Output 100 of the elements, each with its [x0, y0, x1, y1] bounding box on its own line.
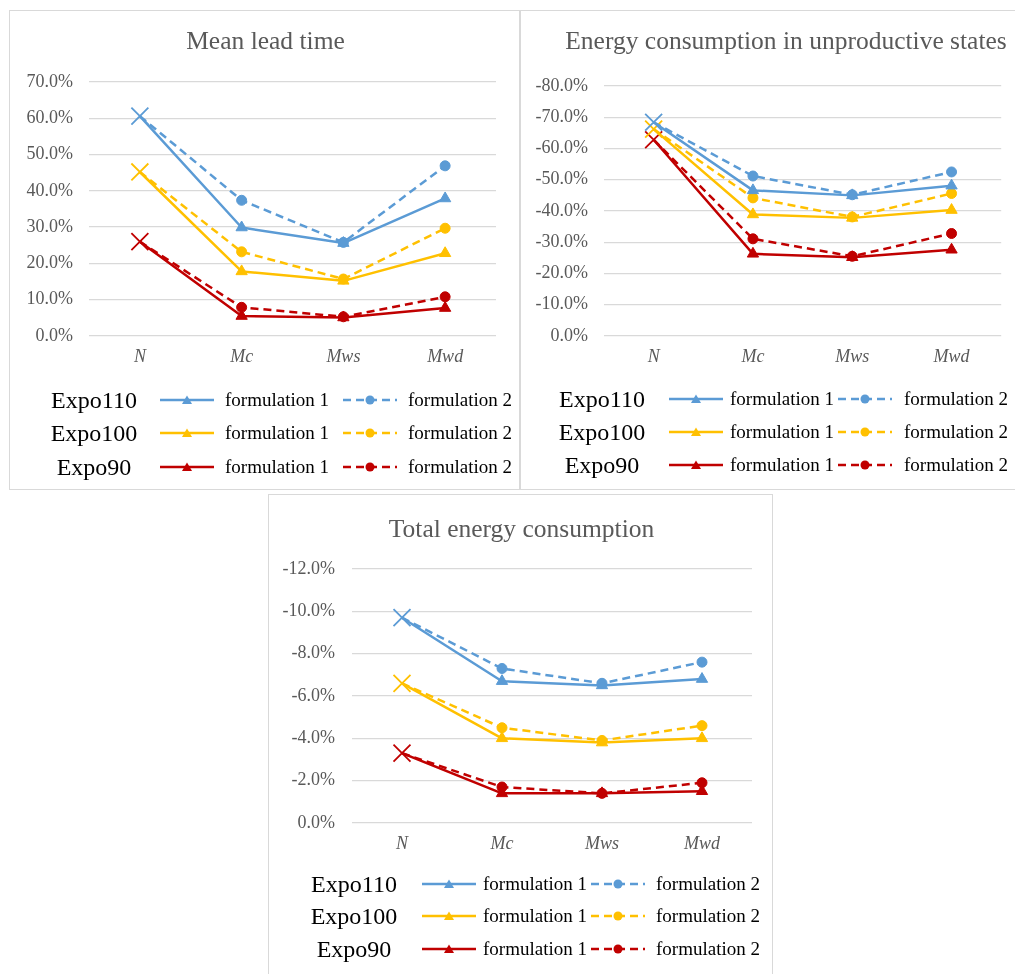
- x-tick-label: Mws: [834, 345, 870, 366]
- y-tick-label: -60.0%: [535, 137, 588, 158]
- text: Expo100: [50, 419, 138, 447]
- text: Expo90: [564, 451, 640, 479]
- y-tick-label: 0.0%: [550, 324, 588, 345]
- point: [946, 188, 958, 199]
- point: [392, 673, 412, 693]
- text: Expo100: [310, 902, 398, 930]
- legend-label: formulation 1: [225, 389, 329, 411]
- point: [747, 233, 759, 245]
- x-tick-label: Mwd: [683, 832, 721, 853]
- y-tick-label: -50.0%: [535, 168, 588, 189]
- y-tick-label: 50.0%: [26, 143, 73, 164]
- y-tick-label: -40.0%: [535, 199, 588, 220]
- text: Expo110: [51, 386, 137, 414]
- y-tick-label: 20.0%: [26, 252, 73, 273]
- legend-label: formulation 2: [408, 456, 512, 478]
- legend-label: formulation 1: [730, 421, 834, 443]
- x-tick-label: Mc: [229, 345, 254, 366]
- y-tick-label: -8.0%: [291, 642, 335, 663]
- point: [946, 166, 958, 178]
- legend-label: formulation 2: [904, 388, 1008, 410]
- y-tick-label: -30.0%: [535, 230, 588, 251]
- y-tick-label: -4.0%: [291, 727, 335, 748]
- point: [644, 130, 664, 150]
- chart-title: Energy consumption in unproductive states: [565, 26, 1007, 56]
- legend-label: formulation 1: [225, 456, 329, 478]
- legend-label: formulation 1: [483, 873, 587, 895]
- y-tick-label: -2.0%: [291, 769, 335, 790]
- y-tick-label: 70.0%: [26, 70, 73, 91]
- point: [439, 291, 451, 303]
- point: [695, 731, 709, 743]
- x-tick-label: Mwd: [426, 345, 465, 366]
- x-tick-label: N: [132, 345, 147, 366]
- point: [746, 207, 760, 219]
- point: [695, 672, 709, 683]
- point: [945, 242, 958, 254]
- legend-label: formulation 1: [483, 938, 587, 960]
- point: [236, 246, 248, 258]
- x-tick-label: N: [646, 345, 661, 366]
- point: [644, 112, 664, 132]
- point: [392, 608, 412, 628]
- legend-label: formulation 1: [730, 388, 834, 410]
- y-tick-label: -6.0%: [291, 684, 335, 705]
- point: [496, 662, 508, 674]
- point: [946, 228, 958, 239]
- y-tick-label: 40.0%: [26, 179, 73, 200]
- text: Expo110: [559, 385, 645, 413]
- point: [236, 194, 248, 206]
- y-tick-label: 0.0%: [297, 811, 335, 832]
- point: [747, 192, 759, 204]
- y-tick-label: -12.0%: [282, 557, 335, 578]
- point: [746, 183, 760, 195]
- y-tick-label: -20.0%: [535, 262, 588, 283]
- point: [439, 222, 451, 234]
- y-tick-label: 10.0%: [26, 288, 73, 309]
- legend-label: formulation 2: [904, 421, 1008, 443]
- x-tick-label: Mc: [740, 345, 765, 366]
- legend-label: formulation 2: [408, 389, 512, 411]
- x-tick-label: Mws: [583, 832, 620, 853]
- y-tick-label: 0.0%: [35, 324, 73, 345]
- point: [439, 301, 452, 312]
- point: [392, 743, 412, 763]
- y-tick-label: 60.0%: [26, 107, 73, 128]
- point: [439, 160, 451, 172]
- point: [130, 232, 150, 252]
- legend-label: formulation 2: [656, 938, 760, 960]
- legend-label: formulation 1: [730, 454, 834, 476]
- point: [130, 106, 150, 126]
- legend-label: formulation 2: [656, 873, 760, 895]
- legend-label: formulation 1: [225, 422, 329, 444]
- point: [746, 246, 760, 258]
- text: Expo100: [558, 418, 646, 446]
- legend-label: formulation 2: [656, 905, 760, 927]
- y-tick-label: 30.0%: [26, 215, 73, 236]
- legend-label: formulation 2: [904, 454, 1008, 476]
- chart-title: Mean lead time: [186, 26, 345, 56]
- x-tick-label: N: [394, 832, 409, 853]
- point: [235, 264, 248, 276]
- point: [644, 119, 664, 139]
- point: [945, 178, 958, 190]
- text: Expo110: [311, 870, 397, 898]
- chart-title: Total energy consumption: [388, 514, 655, 544]
- y-tick-label: -10.0%: [535, 293, 588, 314]
- x-tick-label: Mws: [325, 345, 361, 366]
- legend-label: formulation 2: [408, 422, 512, 444]
- point: [496, 722, 508, 734]
- y-tick-label: -10.0%: [282, 600, 335, 621]
- point: [495, 674, 509, 685]
- point: [130, 162, 150, 182]
- y-tick-label: -80.0%: [535, 74, 588, 95]
- legend-label: formulation 1: [483, 905, 587, 927]
- point: [495, 731, 509, 743]
- text: Expo90: [316, 935, 392, 963]
- x-tick-label: Mwd: [932, 345, 971, 366]
- point: [696, 656, 708, 668]
- point: [235, 220, 248, 232]
- point: [747, 170, 759, 182]
- x-tick-label: Mc: [489, 832, 514, 853]
- y-tick-label: -70.0%: [535, 105, 588, 126]
